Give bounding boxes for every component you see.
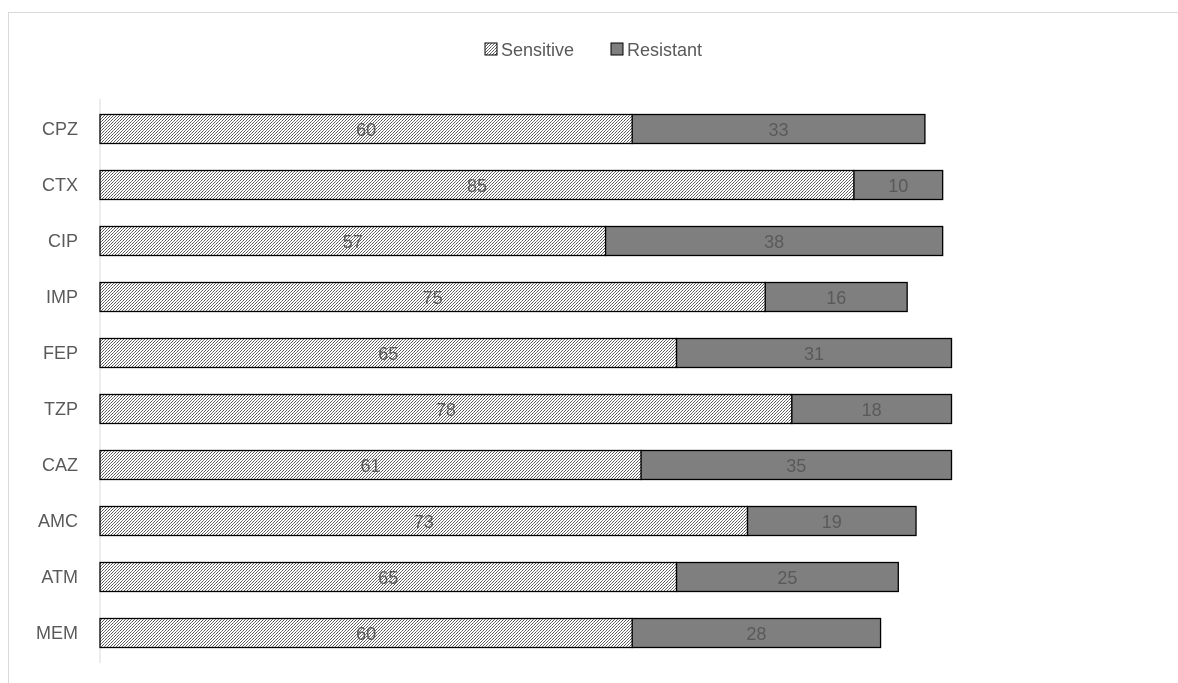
bar-resistant-atm — [675, 561, 899, 593]
category-label-cip: CIP — [48, 231, 78, 251]
bar-resistant-amc — [746, 505, 917, 537]
data-label-resistant-mem: 28 — [746, 624, 766, 644]
data-label-resistant-fep: 31 — [804, 344, 824, 364]
category-label-cpz: CPZ — [42, 119, 78, 139]
bar-sensitive-caz — [99, 449, 642, 481]
bar-resistant-fep — [675, 337, 953, 369]
data-label-resistant-imp: 16 — [826, 288, 846, 308]
data-label-resistant-ctx: 10 — [888, 176, 908, 196]
bar-sensitive-tzp — [99, 393, 793, 425]
legend-label-resistant: Resistant — [627, 40, 702, 60]
data-label-sensitive-atm: 65 — [378, 568, 398, 588]
bar-sensitive-fep — [99, 337, 678, 369]
bar-sensitive-cip — [99, 225, 607, 257]
bar-resistant-tzp — [791, 393, 953, 425]
category-label-atm: ATM — [41, 567, 78, 587]
data-label-sensitive-amc: 73 — [414, 512, 434, 532]
bars: CPZ 60 33 CTX 85 10 CIP 57 38 IMP 75 16 FEP 65 31 TZP 78… — [36, 113, 953, 649]
bar-resistant-mem — [631, 617, 882, 649]
data-label-resistant-cpz: 33 — [769, 120, 789, 140]
data-label-sensitive-cpz: 60 — [356, 120, 376, 140]
data-label-sensitive-ctx: 85 — [467, 176, 487, 196]
data-label-resistant-atm: 25 — [777, 568, 797, 588]
legend-label-sensitive: Sensitive — [501, 40, 574, 60]
legend-swatch-resistant — [610, 42, 624, 56]
bar-sensitive-amc — [99, 505, 749, 537]
category-label-amc: AMC — [38, 511, 78, 531]
bar-sensitive-imp — [99, 281, 766, 313]
data-label-sensitive-mem: 60 — [356, 624, 376, 644]
legend-swatch-sensitive — [484, 42, 498, 56]
category-label-mem: MEM — [36, 623, 78, 643]
data-label-resistant-cip: 38 — [764, 232, 784, 252]
bar-resistant-ctx — [853, 169, 944, 201]
data-label-sensitive-cip: 57 — [343, 232, 363, 252]
category-label-ctx: CTX — [42, 175, 78, 195]
category-label-imp: IMP — [46, 287, 78, 307]
data-label-sensitive-fep: 65 — [378, 344, 398, 364]
data-label-sensitive-caz: 61 — [361, 456, 381, 476]
bar-resistant-caz — [640, 449, 953, 481]
data-label-resistant-tzp: 18 — [862, 400, 882, 420]
bar-resistant-imp — [764, 281, 908, 313]
data-label-resistant-amc: 19 — [822, 512, 842, 532]
bar-resistant-cip — [604, 225, 944, 257]
legend: Sensitive Resistant — [484, 40, 702, 60]
bar-sensitive-mem — [99, 617, 633, 649]
data-label-sensitive-imp: 75 — [423, 288, 443, 308]
data-label-resistant-caz: 35 — [786, 456, 806, 476]
category-label-tzp: TZP — [44, 399, 78, 419]
bar-resistant-cpz — [631, 113, 926, 145]
data-label-sensitive-tzp: 78 — [436, 400, 456, 420]
chart-area — [8, 12, 1178, 683]
category-label-caz: CAZ — [42, 455, 78, 475]
category-label-fep: FEP — [43, 343, 78, 363]
